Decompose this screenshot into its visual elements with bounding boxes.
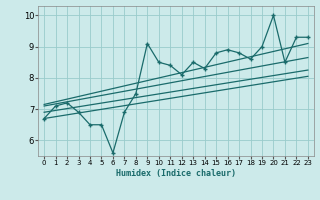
X-axis label: Humidex (Indice chaleur): Humidex (Indice chaleur)	[116, 169, 236, 178]
